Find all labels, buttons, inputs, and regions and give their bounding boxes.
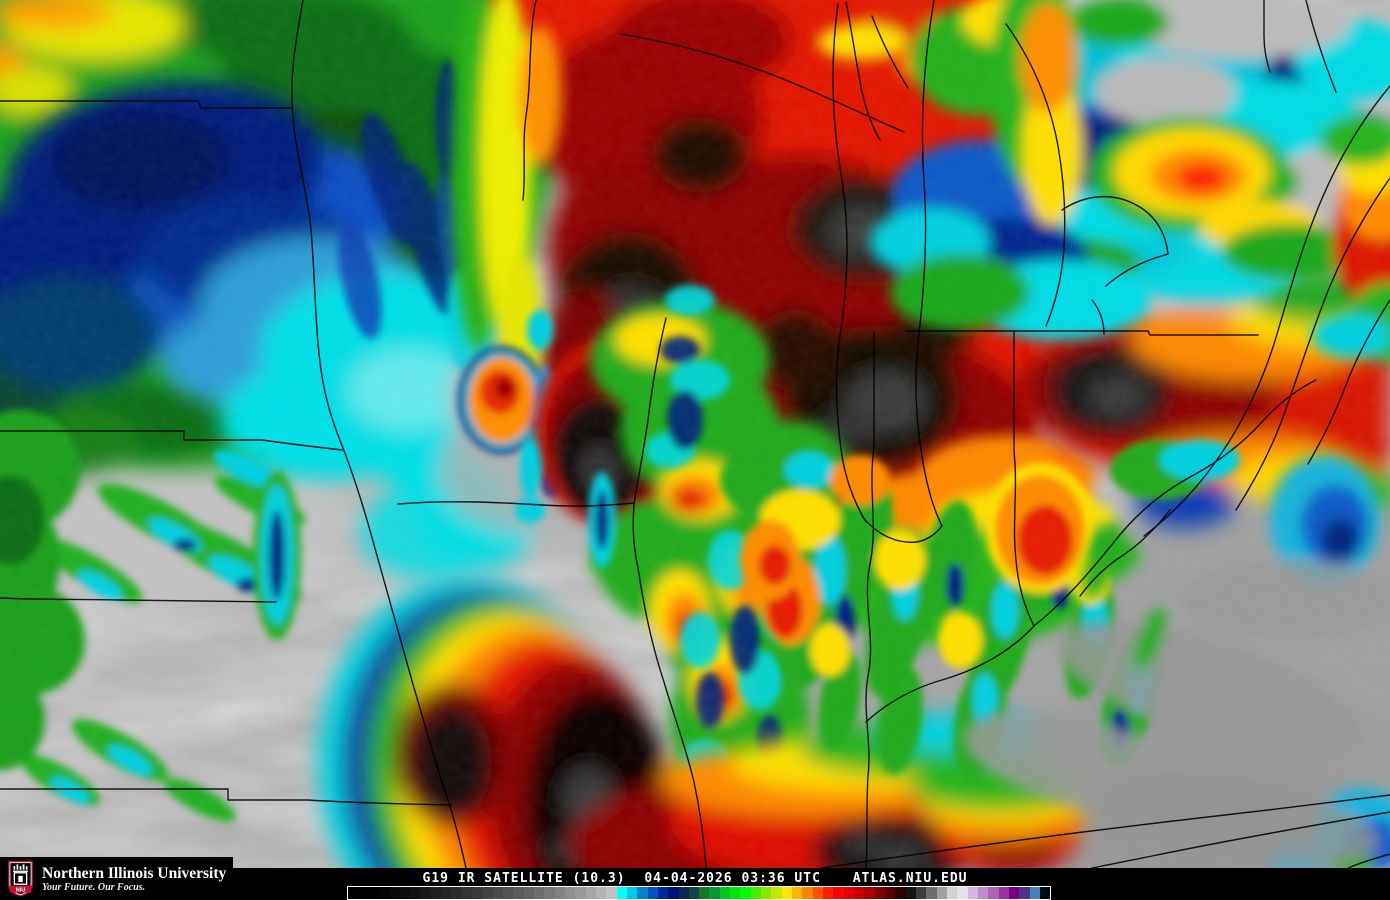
colorbar-segment	[812, 887, 824, 899]
colorbar-segment	[461, 887, 472, 899]
colorbar-segment	[719, 887, 731, 899]
colorbar-segment	[730, 887, 741, 899]
colorbar-segment	[626, 887, 638, 899]
colorbar-segment	[843, 887, 855, 899]
colorbar-segment	[1029, 887, 1040, 899]
colorbar-segment	[409, 887, 421, 899]
colorbar-segment	[358, 887, 369, 899]
colorbar-segment	[926, 887, 937, 899]
satellite-image	[0, 0, 1390, 868]
colorbar-segment	[564, 887, 576, 899]
colorbar-segment	[606, 887, 617, 899]
colorbar-segment	[585, 887, 596, 899]
colorbar-segment	[699, 887, 710, 899]
colorbar-segment	[957, 887, 968, 899]
colorbar-segment	[399, 887, 410, 899]
colorbar-segment	[533, 887, 545, 899]
colorbar-segment	[678, 887, 689, 899]
colorbar-segment	[657, 887, 669, 899]
colorbar-segment	[368, 887, 379, 899]
caption-source: ATLAS.NIU.EDU	[852, 871, 968, 886]
colorbar-segment	[802, 887, 813, 899]
colorbar-segment	[637, 887, 648, 899]
colorbar-segment	[430, 887, 441, 899]
university-tagline: Your Future. Our Focus.	[42, 881, 146, 893]
film-grain-overlay	[0, 0, 1390, 868]
colorbar-segment	[936, 887, 948, 899]
colorbar-segment	[916, 887, 927, 899]
colorbar-segment	[668, 887, 679, 899]
colorbar-segment	[523, 887, 534, 899]
colorbar-segment	[750, 887, 762, 899]
colorbar-segment	[348, 887, 359, 899]
colorbar-segment	[688, 887, 700, 899]
colorbar-segment	[554, 887, 565, 899]
colorbar-segment	[885, 887, 896, 899]
colorbar-segment	[492, 887, 503, 899]
colorbar-segment	[1039, 887, 1051, 899]
caption-datetime: 04-04-2026 03:36 UTC	[644, 871, 821, 886]
colorbar-segment	[740, 887, 751, 899]
colorbar-segment	[771, 887, 782, 899]
colorbar-segment	[482, 887, 493, 899]
colorbar-segment	[905, 887, 917, 899]
colorbar-segment	[874, 887, 886, 899]
colorbar-segment	[864, 887, 875, 899]
niu-shield-icon: NIU	[8, 860, 33, 897]
colorbar-segment	[420, 887, 431, 899]
caption-product: G19 IR SATELLITE (10.3)	[422, 871, 626, 886]
colorbar-segment	[967, 887, 979, 899]
colorbar-segment	[978, 887, 989, 899]
colorbar-segment	[471, 887, 483, 899]
colorbar-segment	[854, 887, 865, 899]
colorbar-segment	[709, 887, 720, 899]
colorbar-segment	[988, 887, 999, 899]
colorbar-segment	[1009, 887, 1020, 899]
colorbar-segment	[616, 887, 627, 899]
colorbar-segment	[647, 887, 658, 899]
colorbar-segment	[833, 887, 844, 899]
colorbar-segment	[761, 887, 772, 899]
niu-shield-label: NIU	[16, 887, 26, 893]
colorbar-segment	[595, 887, 607, 899]
colorbar-segment	[895, 887, 906, 899]
colorbar-segment	[544, 887, 555, 899]
colorbar-segment	[389, 887, 400, 899]
colorbar-segment	[451, 887, 462, 899]
state-borders	[0, 0, 1390, 868]
colorbar-segment	[792, 887, 803, 899]
colorbar-segment	[440, 887, 452, 899]
colorbar-segment	[513, 887, 524, 899]
image-caption: G19 IR SATELLITE (10.3) 04-04-2026 03:36…	[0, 871, 1390, 886]
colorbar-segment	[378, 887, 390, 899]
ir-colorbar	[347, 886, 1051, 900]
colorbar-segment	[781, 887, 793, 899]
colorbar-segment	[947, 887, 958, 899]
university-name: Northern Illinois University	[42, 864, 227, 882]
colorbar-segment	[998, 887, 1009, 899]
colorbar-segment	[575, 887, 586, 899]
colorbar-segment	[823, 887, 834, 899]
colorbar-segment	[502, 887, 514, 899]
niu-logo: NIU Northern Illinois University Your Fu…	[0, 857, 233, 900]
colorbar-segment	[1019, 887, 1030, 899]
